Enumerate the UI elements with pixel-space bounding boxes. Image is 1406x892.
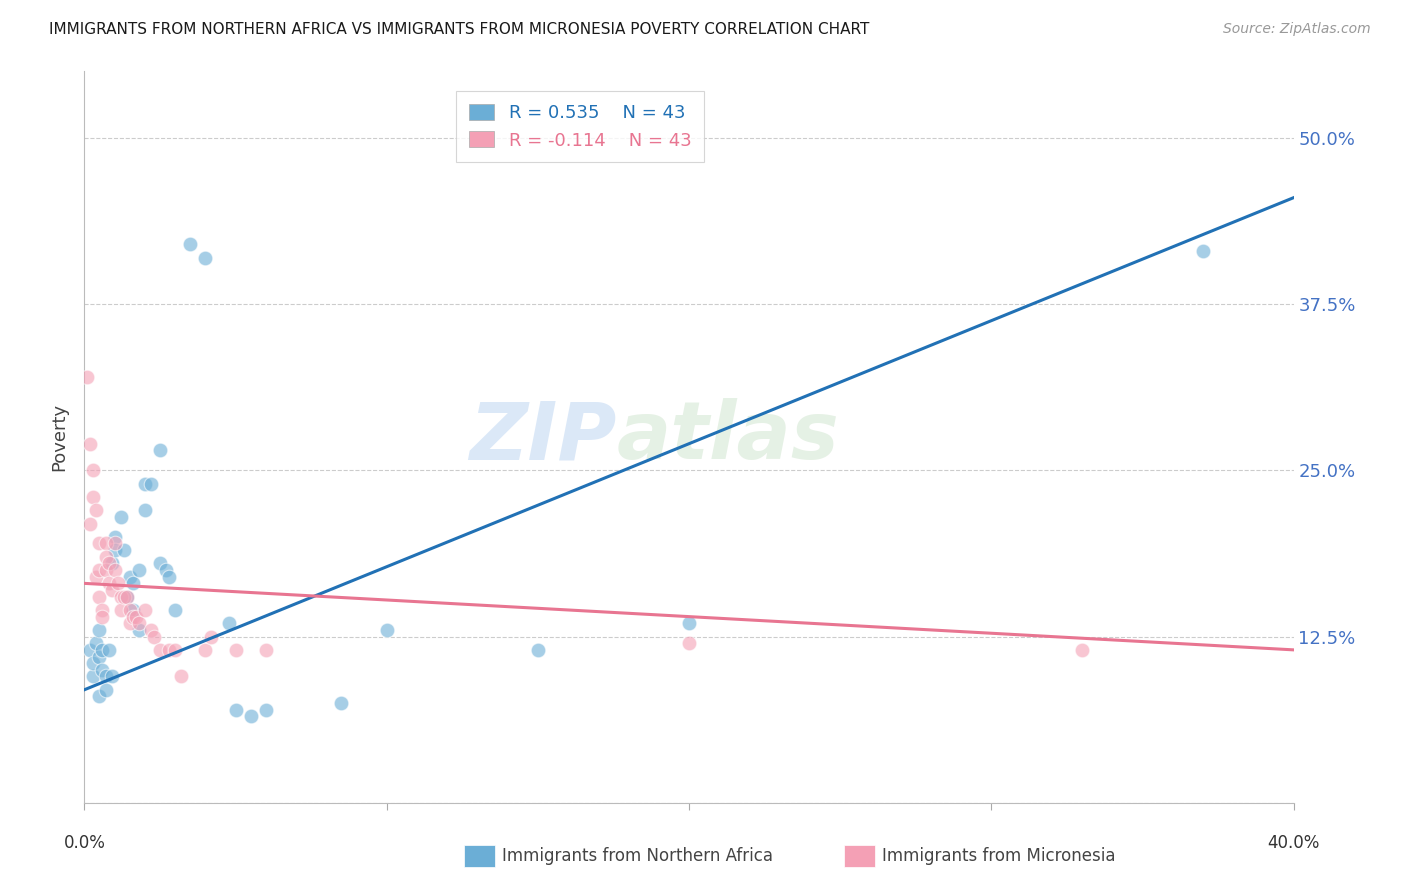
Point: [125, 609, 148, 624]
Point: [375, 623, 398, 637]
Point: [91, 609, 114, 624]
Point: [155, 563, 177, 577]
Point: [225, 643, 247, 657]
Text: 0.0%: 0.0%: [63, 834, 105, 852]
Point: [86, 570, 108, 584]
Point: [97, 576, 120, 591]
Point: [89, 623, 111, 637]
Point: [121, 609, 143, 624]
Point: [121, 576, 143, 591]
Point: [157, 643, 180, 657]
Point: [89, 590, 111, 604]
Point: [82, 669, 104, 683]
Point: [118, 616, 141, 631]
Text: Source: ZipAtlas.com: Source: ZipAtlas.com: [1223, 22, 1371, 37]
Point: [149, 557, 172, 571]
Point: [225, 703, 247, 717]
Point: [330, 696, 353, 710]
Point: [82, 490, 104, 504]
Point: [200, 630, 222, 644]
Point: [194, 643, 217, 657]
Point: [157, 570, 180, 584]
Point: [94, 536, 117, 550]
Point: [91, 643, 114, 657]
Point: [76, 370, 98, 384]
Point: [134, 476, 156, 491]
Point: [165, 643, 187, 657]
Point: [112, 543, 135, 558]
Point: [97, 643, 120, 657]
Point: [82, 463, 104, 477]
Text: atlas: atlas: [616, 398, 839, 476]
Y-axis label: Poverty: Poverty: [51, 403, 69, 471]
Point: [1071, 643, 1094, 657]
Point: [179, 237, 201, 252]
Point: [100, 557, 122, 571]
Point: [107, 576, 129, 591]
Point: [94, 669, 117, 683]
Point: [100, 669, 122, 683]
Point: [91, 663, 114, 677]
Point: [194, 251, 217, 265]
Point: [678, 616, 700, 631]
Point: [115, 590, 138, 604]
Point: [118, 603, 141, 617]
Text: 40.0%: 40.0%: [1267, 834, 1320, 852]
Point: [139, 476, 162, 491]
Text: IMMIGRANTS FROM NORTHERN AFRICA VS IMMIGRANTS FROM MICRONESIA POVERTY CORRELATIO: IMMIGRANTS FROM NORTHERN AFRICA VS IMMIG…: [49, 22, 869, 37]
Point: [134, 503, 156, 517]
Point: [91, 603, 114, 617]
Point: [121, 603, 143, 617]
Point: [139, 623, 162, 637]
Point: [79, 436, 101, 450]
Point: [128, 563, 150, 577]
Point: [110, 590, 132, 604]
Point: [79, 516, 101, 531]
Point: [142, 630, 165, 644]
Point: [118, 570, 141, 584]
Point: [165, 603, 187, 617]
Point: [134, 603, 156, 617]
Point: [82, 656, 104, 670]
Point: [94, 682, 117, 697]
Point: [89, 563, 111, 577]
Point: [128, 623, 150, 637]
Legend: R = 0.535    N = 43, R = -0.114    N = 43: R = 0.535 N = 43, R = -0.114 N = 43: [456, 91, 704, 162]
Point: [79, 643, 101, 657]
Point: [94, 563, 117, 577]
Point: [1192, 244, 1215, 258]
Text: ZIP: ZIP: [470, 398, 616, 476]
Point: [239, 709, 262, 723]
Point: [110, 509, 132, 524]
Point: [110, 603, 132, 617]
Point: [149, 643, 172, 657]
Point: [100, 582, 122, 597]
Point: [254, 643, 277, 657]
Point: [94, 549, 117, 564]
Point: [89, 536, 111, 550]
Point: [97, 557, 120, 571]
Point: [89, 649, 111, 664]
Point: [115, 590, 138, 604]
Point: [104, 563, 127, 577]
Point: [128, 616, 150, 631]
Point: [112, 590, 135, 604]
Point: [149, 443, 172, 458]
Point: [104, 536, 127, 550]
Point: [254, 703, 277, 717]
Text: Immigrants from Micronesia: Immigrants from Micronesia: [882, 847, 1115, 865]
Point: [89, 690, 111, 704]
Point: [104, 543, 127, 558]
Point: [170, 669, 193, 683]
Point: [86, 503, 108, 517]
Point: [86, 636, 108, 650]
Point: [678, 636, 700, 650]
Point: [527, 643, 550, 657]
Text: Immigrants from Northern Africa: Immigrants from Northern Africa: [502, 847, 773, 865]
Point: [104, 530, 127, 544]
Point: [218, 616, 240, 631]
